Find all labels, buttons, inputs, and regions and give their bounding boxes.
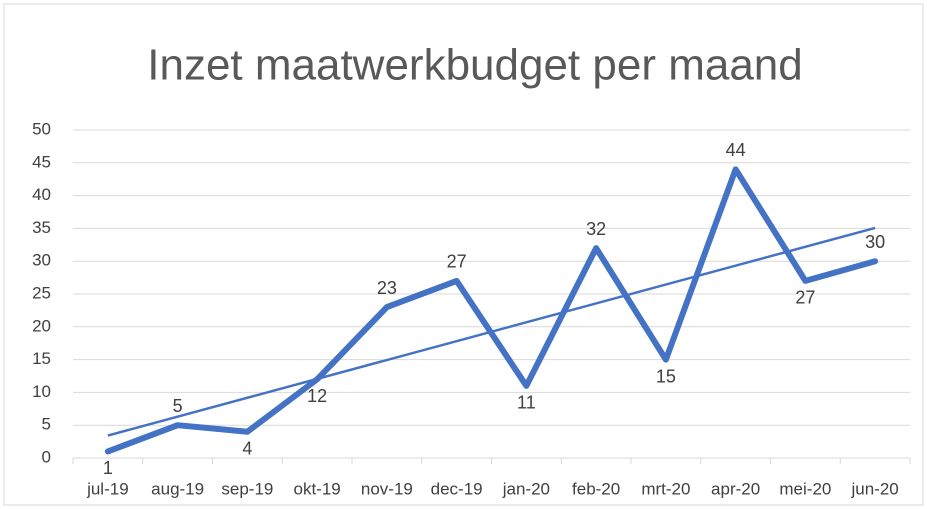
y-tick-label: 0 <box>42 447 51 466</box>
x-tick-label: mei-20 <box>779 479 831 498</box>
data-line <box>104 166 879 455</box>
y-tick-label: 50 <box>32 119 51 138</box>
y-tick-label: 25 <box>32 283 51 302</box>
y-tick-label: 5 <box>42 415 51 434</box>
data-label: 27 <box>447 252 467 272</box>
x-tick-label: apr-20 <box>711 479 760 498</box>
data-label: 12 <box>307 386 327 406</box>
chart-title: Inzet maatwerkbudget per maand <box>147 41 803 90</box>
x-tick-label: mrt-20 <box>641 479 690 498</box>
data-label: 27 <box>795 288 815 308</box>
y-tick-label: 15 <box>32 349 51 368</box>
data-label: 5 <box>173 396 183 416</box>
x-tick-label: feb-20 <box>572 479 620 498</box>
data-label: 4 <box>242 439 252 459</box>
data-label: 30 <box>865 232 885 252</box>
y-tick-label: 10 <box>32 382 51 401</box>
data-label: 44 <box>726 140 746 160</box>
x-tick-label: jun-20 <box>850 479 898 498</box>
x-tick-label: okt-19 <box>294 479 341 498</box>
data-label: 1 <box>103 458 113 478</box>
data-label: 15 <box>656 366 676 386</box>
x-tick-label: nov-19 <box>361 479 413 498</box>
x-tick-label: jul-19 <box>86 479 129 498</box>
y-tick-label: 35 <box>32 218 51 237</box>
y-tick-label: 30 <box>32 251 51 270</box>
y-tick-label: 40 <box>32 185 51 204</box>
x-tick-label: dec-19 <box>431 479 483 498</box>
x-tick-label: aug-19 <box>151 479 204 498</box>
y-tick-label: 20 <box>32 316 51 335</box>
y-tick-label: 45 <box>32 152 51 171</box>
x-tick-label: jan-20 <box>502 479 550 498</box>
x-tick-label: sep-19 <box>221 479 273 498</box>
data-label: 32 <box>586 219 606 239</box>
data-label: 23 <box>377 278 397 298</box>
data-label: 11 <box>517 393 536 413</box>
